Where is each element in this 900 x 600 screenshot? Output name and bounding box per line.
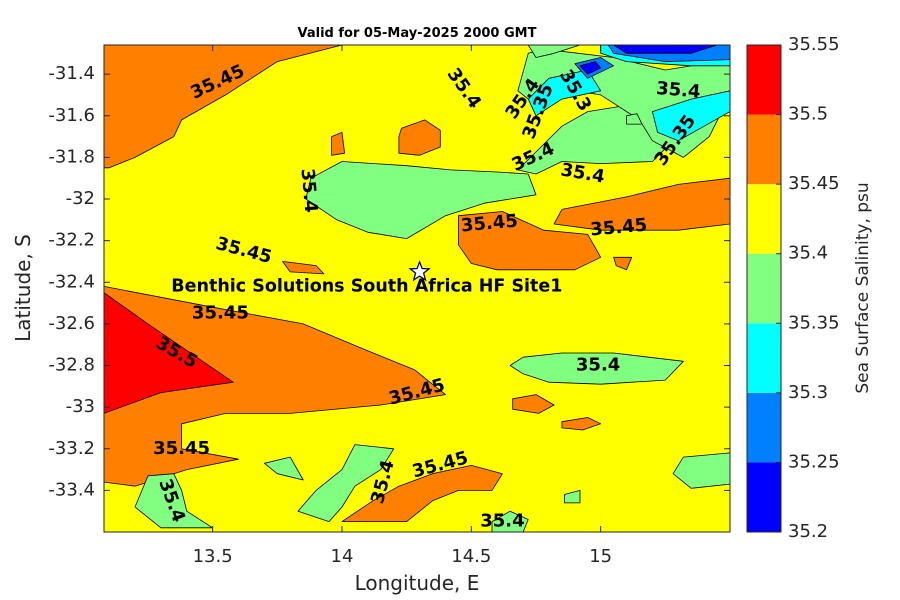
x-tick-label-0: 13.5 (193, 546, 233, 567)
contour-region-26 (263, 456, 304, 481)
contour-region-25 (509, 352, 684, 385)
y-tick-label-6: -32.6 (48, 313, 95, 334)
y-tick-label-10: -33.4 (48, 479, 95, 500)
colorbar-tick-label-2: 35.45 (788, 173, 840, 194)
contour-label-5: 35.4 (655, 78, 701, 103)
contour-region-30 (564, 489, 581, 504)
contour-region-11 (341, 464, 503, 522)
contour-region-28 (134, 473, 214, 529)
colorbar-tick-label-5: 35.3 (788, 382, 828, 403)
contour-region-0 (104, 45, 343, 169)
contour-region-8 (512, 394, 555, 414)
contour-region-5 (398, 119, 441, 156)
contour-label-13: 35.45 (192, 303, 249, 324)
contour-label-10: 35.45 (460, 211, 519, 237)
contour-region-29 (672, 452, 730, 489)
y-tick-label-5: -32.4 (48, 271, 95, 292)
y-tick-label-7: -32.8 (48, 355, 95, 376)
contour-region-16 (626, 113, 643, 125)
colorbar-tick-label-3: 35.4 (788, 243, 828, 264)
contour-region-27 (297, 444, 395, 522)
plot-frame (103, 44, 731, 533)
contour-region-10 (613, 256, 633, 271)
contour-label-15: 35.4 (576, 355, 620, 376)
y-axis: -31.4 -31.6 -31.8 -32 -32.2 -32.4 -32.6 -32.8 -3… (48, 63, 730, 500)
colorbar-frame (746, 44, 782, 533)
contour-label-11: 35.45 (589, 215, 648, 241)
colorbar-level-0 (747, 462, 781, 532)
contour-region-4 (553, 177, 730, 231)
contour-region-19 (652, 90, 730, 142)
y-axis-label: Latitude, S (11, 234, 35, 342)
colorbar-level-3 (747, 253, 781, 324)
contour-label-9: 35.4 (297, 168, 322, 214)
y-tick-label-3: -32 (66, 188, 95, 209)
y-tick-label-4: -32.2 (48, 230, 95, 251)
y-tick-label-8: -33 (66, 396, 95, 417)
x-tick-label-3: 15 (589, 546, 612, 567)
contour-region-2 (104, 292, 234, 414)
colorbar-level-1 (747, 392, 781, 463)
contour-region-17 (527, 45, 581, 58)
y-tick-label-9: -33.2 (48, 438, 95, 459)
y-tick-label-0: -31.4 (48, 63, 95, 84)
colorbar-level-6 (747, 45, 781, 115)
contour-region-23 (579, 61, 602, 75)
y-tick-label-2: -31.8 (48, 146, 95, 167)
x-axis: 13.5 14 14.5 15 (193, 45, 612, 567)
colorbar-tick-label-7: 35.2 (788, 521, 828, 542)
colorbar-level-2 (747, 323, 781, 393)
contour-region-24 (613, 45, 718, 54)
x-tick-label-2: 14.5 (451, 546, 491, 567)
colorbar-tick-label-1: 35.5 (788, 104, 828, 125)
x-tick-label-1: 14 (331, 546, 354, 567)
site-star-marker (408, 260, 431, 282)
x-axis-label: Longitude, E (355, 571, 480, 595)
contour-label-17: 35.45 (153, 438, 210, 459)
contour-region-7 (282, 260, 325, 275)
colorbar-level-5 (747, 114, 781, 185)
site-label: Benthic Solutions South Africa HF Site1 (171, 276, 562, 296)
colorbar-level-4 (747, 184, 781, 254)
colorbar-tick-label-6: 35.25 (788, 451, 840, 472)
y-tick-label-1: -31.6 (48, 105, 95, 126)
contour-region-3 (457, 211, 602, 271)
contour-label-21: 35.4 (480, 511, 524, 532)
colorbar-tick-label-0: 35.55 (788, 34, 840, 55)
contour-region-6 (331, 131, 346, 156)
site-marker-layer: Benthic Solutions South Africa HF Site1 (171, 260, 562, 296)
colorbar: 35.55 35.5 35.45 35.4 35.35 35.3 35.25 35.2 (746, 34, 840, 542)
chart-title: Valid for 05-May-2025 2000 GMT (298, 26, 537, 41)
contour-region-9 (561, 417, 602, 431)
contour-regions (104, 45, 730, 532)
colorbar-label: Sea Surface Salinity, psu (853, 182, 873, 393)
contour-region-13 (305, 161, 537, 240)
colorbar-tick-label-4: 35.35 (788, 312, 840, 333)
contour-region-31 (491, 510, 529, 532)
